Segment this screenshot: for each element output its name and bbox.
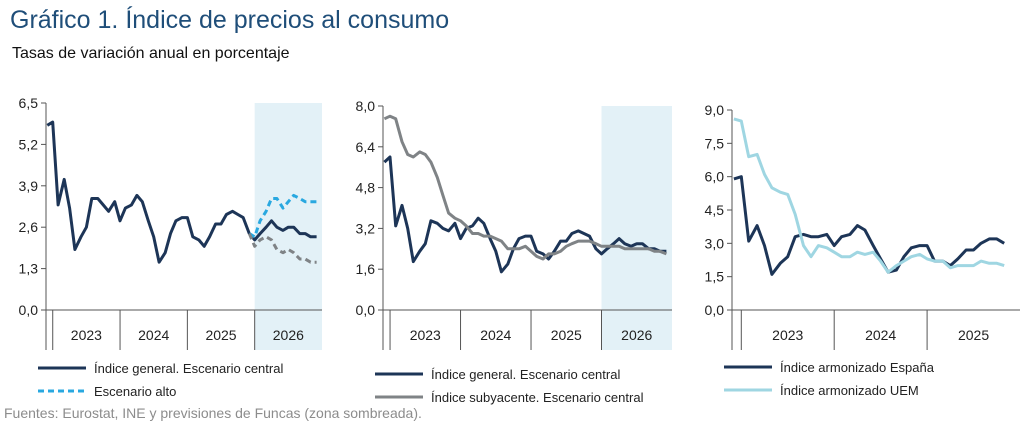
series-line-2 — [248, 193, 317, 239]
x-tick-label: 2023 — [410, 327, 441, 343]
y-tick-label: 4,5 — [705, 202, 725, 218]
y-tick-label: 3,9 — [19, 178, 39, 194]
series-line-2 — [383, 114, 667, 261]
series-line-3 — [247, 233, 317, 264]
y-tick-label: 2,6 — [19, 219, 39, 235]
x-tick-label: 2026 — [273, 327, 304, 343]
x-tick-label: 2025 — [551, 327, 582, 343]
y-tick-label: 0,0 — [356, 302, 376, 318]
chart-subtitle: Tasas de variación anual en porcentaje — [12, 45, 290, 62]
y-tick-label: 0,0 — [19, 302, 39, 318]
x-tick-label: 2023 — [71, 327, 102, 343]
chart-title-text: Índice de precios al consumo — [125, 6, 450, 34]
source-note: Fuentes: Eurostat, INE y previsiones de … — [4, 405, 422, 421]
x-tick-label: 2024 — [138, 327, 169, 343]
y-tick-label: 5,2 — [19, 136, 39, 152]
y-tick-label: 3,0 — [705, 235, 725, 251]
y-tick-label: 1,5 — [705, 269, 725, 285]
chart-panel-3: 0,0 1,5 3,0 4,5 6,0 7,5 9,0 2023 2024 2025 Índice … — [705, 102, 1020, 398]
forecast-shade — [601, 106, 672, 350]
y-tick-label: 1,3 — [19, 261, 39, 277]
y-tick-label: 8,0 — [356, 98, 376, 114]
y-tick-label: 0,0 — [705, 302, 725, 318]
y-tick-label: 4,8 — [356, 180, 376, 196]
x-tick-label: 2025 — [205, 327, 236, 343]
x-tick-label: 2026 — [621, 327, 652, 343]
series-line-1 — [383, 155, 667, 274]
chart-panel-2: 0,0 1,6 3,2 4,8 6,4 8,0 2023 2024 2025 2026 Índice… — [356, 98, 672, 405]
y-tick-label: 6,4 — [356, 139, 376, 155]
chart-title-number: Gráfico 1. — [10, 6, 119, 34]
x-tick-label: 2024 — [865, 327, 896, 343]
y-tick-label: 7,5 — [705, 135, 725, 151]
series-line-1 — [46, 120, 317, 264]
y-tick-label: 1,6 — [356, 261, 376, 277]
y-tick-label: 9,0 — [705, 102, 725, 118]
legend-label: Escenario alto — [94, 384, 176, 399]
x-tick-label: 2023 — [772, 327, 803, 343]
legend-label: Índice armonizado UEM — [780, 383, 919, 398]
series-line-2 — [733, 117, 1005, 274]
chart-panel-1: 0,0 1,3 2,6 3,9 5,2 6,5 2023 2024 2025 2026 Índice… — [19, 95, 322, 399]
y-tick-label: 6,5 — [19, 95, 39, 111]
legend-label: Índice general. Escenario central — [94, 361, 283, 376]
legend-label: Índice general. Escenario central — [431, 367, 620, 382]
legend-label: Índice subyacente. Escenario central — [431, 390, 644, 405]
y-tick-label: 6,0 — [705, 169, 725, 185]
legend-label: Índice armonizado España — [780, 360, 935, 375]
x-tick-label: 2025 — [958, 327, 989, 343]
x-tick-label: 2024 — [480, 327, 511, 343]
series-line-1 — [733, 175, 1005, 276]
y-tick-label: 3,2 — [356, 220, 376, 236]
chart-title: Gráfico 1. Índice de precios al consumo — [10, 6, 449, 35]
